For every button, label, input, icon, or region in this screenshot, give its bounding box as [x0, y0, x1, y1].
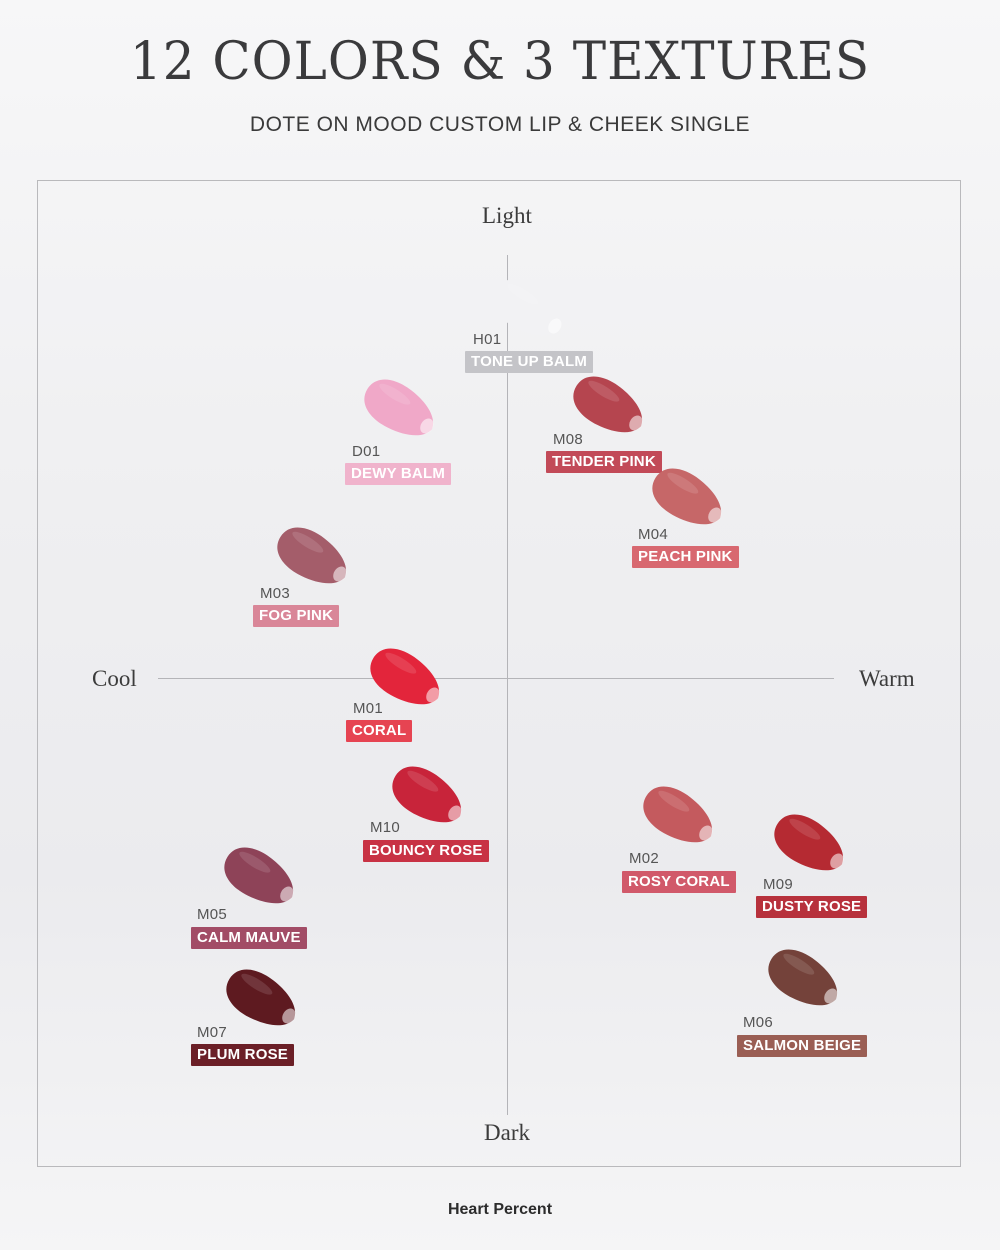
shade-code-m03: M03 — [260, 585, 291, 602]
swatch-m10 — [392, 766, 462, 823]
shade-code-m06: M06 — [743, 1014, 774, 1031]
shade-code-m10: M10 — [370, 819, 401, 836]
axis-label-warm: Warm — [859, 666, 915, 691]
shade-label-rosy-coral: ROSY CORAL — [622, 871, 736, 893]
shade-code-m09: M09 — [763, 876, 794, 893]
swatch-m08 — [573, 376, 643, 433]
shade-code-m08: M08 — [553, 431, 584, 448]
shade-label-dusty-rose: DUSTY ROSE — [756, 896, 868, 918]
swatch-m04 — [652, 468, 722, 525]
swatch-m01 — [370, 648, 440, 705]
shade-label-bouncy-rose: BOUNCY ROSE — [363, 840, 489, 862]
shade-label-plum-rose: PLUM ROSE — [191, 1044, 294, 1066]
shade-code-h01: H01 — [473, 331, 502, 348]
chart-frame — [37, 180, 961, 1167]
shade-label-peach-pink: PEACH PINK — [632, 546, 739, 568]
shade-code-m01: M01 — [353, 700, 384, 717]
horizontal-axis — [158, 678, 834, 679]
swatch-d01 — [364, 379, 434, 436]
swatch-m03 — [277, 527, 347, 584]
axis-label-dark: Dark — [484, 1120, 530, 1145]
shade-label-tone-up-balm: TONE UP BALM — [465, 351, 594, 373]
swatch-m09 — [774, 814, 844, 871]
shade-code-d01: D01 — [352, 443, 381, 460]
vertical-axis — [507, 255, 508, 1115]
swatch-h01 — [492, 279, 562, 336]
page-title: 12 COLORS & 3 TEXTURES — [129, 30, 871, 92]
shade-code-m04: M04 — [638, 526, 669, 543]
swatch-m02 — [643, 786, 713, 843]
shade-code-m02: M02 — [629, 850, 660, 867]
shade-label-tender-pink: TENDER PINK — [546, 451, 662, 473]
page-subtitle: DOTE ON MOOD CUSTOM LIP & CHEEK SINGLE — [249, 113, 751, 136]
shade-label-fog-pink: FOG PINK — [253, 605, 340, 627]
shade-label-coral: CORAL — [346, 720, 413, 742]
brand-name: Heart Percent — [447, 1201, 553, 1218]
shade-code-m07: M07 — [197, 1024, 228, 1041]
swatch-m05 — [224, 847, 294, 904]
shade-label-salmon-beige: SALMON BEIGE — [737, 1035, 868, 1057]
shade-code-m05: M05 — [197, 906, 228, 923]
axis-label-light: Light — [482, 203, 532, 228]
shade-label-calm-mauve: CALM MAUVE — [191, 927, 307, 949]
shade-label-dewy-balm: DEWY BALM — [345, 463, 452, 485]
axis-label-cool: Cool — [92, 666, 137, 691]
swatch-m06 — [768, 949, 838, 1006]
swatch-m07 — [226, 969, 296, 1026]
